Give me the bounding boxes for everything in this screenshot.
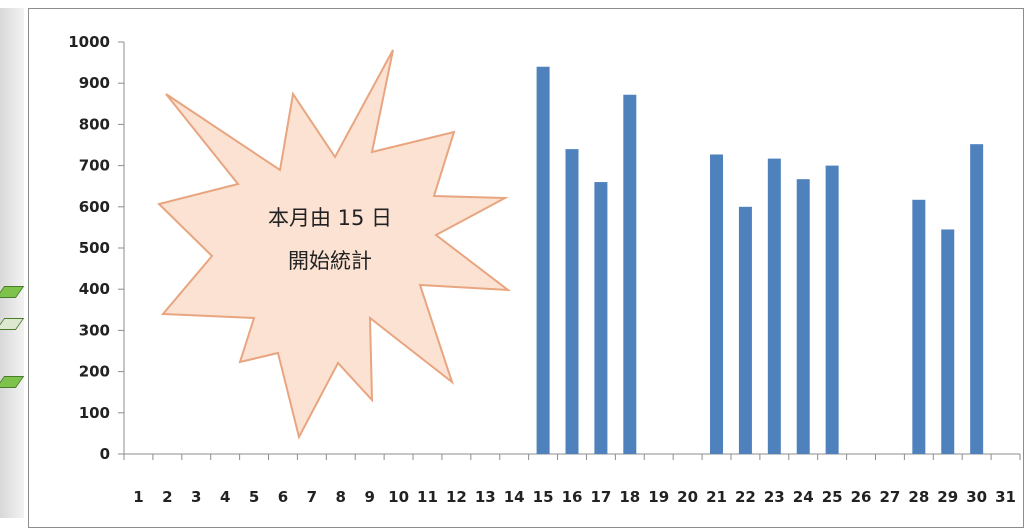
- x-tick-label: 14: [504, 488, 525, 506]
- x-tick-label: 1: [133, 488, 143, 506]
- bar: [941, 229, 955, 454]
- x-tick-label: 3: [191, 488, 201, 506]
- callout-line-2: 開始統計: [288, 249, 372, 273]
- x-tick-label: 22: [735, 488, 756, 506]
- x-tick-label: 5: [249, 488, 259, 506]
- callout-line-1: 本月由 15 日: [268, 206, 392, 230]
- y-tick-label: 1000: [68, 33, 110, 51]
- bar: [710, 154, 724, 454]
- x-tick-label: 28: [908, 488, 929, 506]
- bars: [536, 66, 984, 455]
- y-tick-label: 700: [79, 157, 110, 175]
- x-tick-label: 2: [162, 488, 172, 506]
- bar: [623, 94, 637, 455]
- x-tick-label: 23: [764, 488, 785, 506]
- x-tick-label: 13: [475, 488, 496, 506]
- y-tick-label: 400: [79, 280, 110, 298]
- x-tick-label: 15: [533, 488, 554, 506]
- bar: [970, 144, 984, 454]
- bar: [912, 199, 926, 454]
- x-tick-label: 31: [995, 488, 1016, 506]
- x-tick-label: 4: [220, 488, 230, 506]
- bar: [767, 158, 781, 454]
- starburst-shape: [157, 49, 512, 440]
- chart-frame: [28, 8, 1024, 528]
- bar: [565, 149, 579, 454]
- bar: [825, 165, 839, 454]
- x-tick-label: 6: [278, 488, 288, 506]
- x-tick-label: 26: [851, 488, 872, 506]
- x-tick-label: 16: [562, 488, 583, 506]
- x-tick-label: 24: [793, 488, 814, 506]
- x-tick-label: 7: [307, 488, 317, 506]
- x-tick-label: 18: [619, 488, 640, 506]
- x-tick-label: 29: [937, 488, 958, 506]
- x-tick-label: 10: [388, 488, 409, 506]
- x-tick-label: 21: [706, 488, 727, 506]
- y-tick-label: 800: [79, 115, 110, 133]
- starburst-callout: 本月由 15 日 開始統計: [157, 49, 512, 440]
- x-tick-label: 8: [336, 488, 346, 506]
- y-tick-label: 0: [100, 445, 110, 463]
- cropped-decoration: [0, 8, 25, 518]
- bar: [594, 182, 608, 454]
- bar: [796, 179, 810, 455]
- y-tick-label: 200: [79, 363, 110, 381]
- x-tick-label: 11: [417, 488, 438, 506]
- y-tick-label: 900: [79, 74, 110, 92]
- x-tick-label: 20: [677, 488, 698, 506]
- x-tick-label: 25: [822, 488, 843, 506]
- y-tick-label: 600: [79, 198, 110, 216]
- x-tick-label: 30: [966, 488, 987, 506]
- y-tick-label: 300: [79, 321, 110, 339]
- y-tick-label: 100: [79, 404, 110, 422]
- x-tick-label: 27: [879, 488, 900, 506]
- x-tick-label: 12: [446, 488, 467, 506]
- y-tick-label: 500: [79, 239, 110, 257]
- x-tick-label: 17: [590, 488, 611, 506]
- x-tick-label: 19: [648, 488, 669, 506]
- bar: [738, 206, 752, 454]
- bar: [536, 66, 550, 454]
- x-tick-label: 9: [364, 488, 374, 506]
